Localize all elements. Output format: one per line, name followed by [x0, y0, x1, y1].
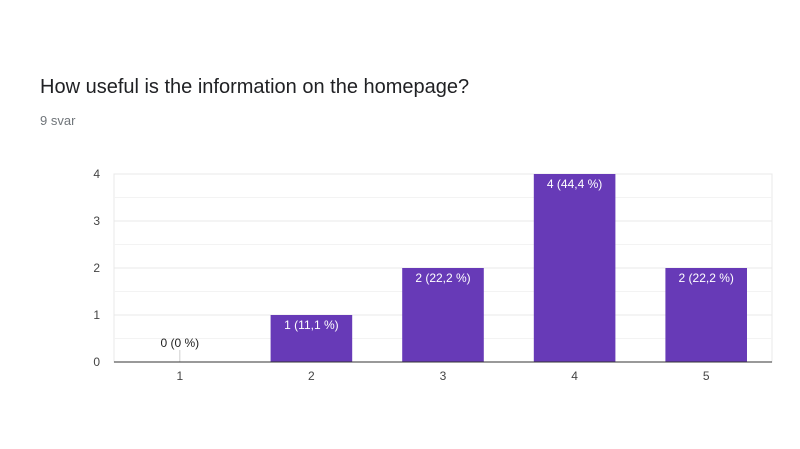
response-count: 9 svar [40, 113, 76, 128]
bar [533, 174, 616, 362]
x-tick-label: 4 [571, 369, 578, 383]
y-tick-label: 0 [93, 355, 100, 369]
bar [402, 268, 484, 362]
y-tick-label: 3 [93, 214, 100, 228]
bar [665, 268, 747, 362]
y-tick-label: 4 [93, 167, 100, 181]
x-tick-label: 3 [440, 369, 447, 383]
data-label: 2 (22,2 %) [679, 271, 734, 285]
bar [270, 315, 353, 362]
data-label: 2 (22,2 %) [415, 271, 470, 285]
data-label: 0 (0 %) [160, 336, 199, 350]
data-label: 1 (11,1 %) [284, 318, 338, 332]
question-title: How useful is the information on the hom… [40, 76, 470, 98]
x-tick-label: 1 [176, 369, 183, 383]
y-tick-label: 1 [93, 308, 100, 322]
x-tick-label: 2 [308, 369, 315, 383]
y-tick-label: 2 [93, 261, 100, 275]
data-label: 4 (44,4 %) [547, 177, 602, 191]
x-tick-label: 5 [703, 369, 710, 383]
